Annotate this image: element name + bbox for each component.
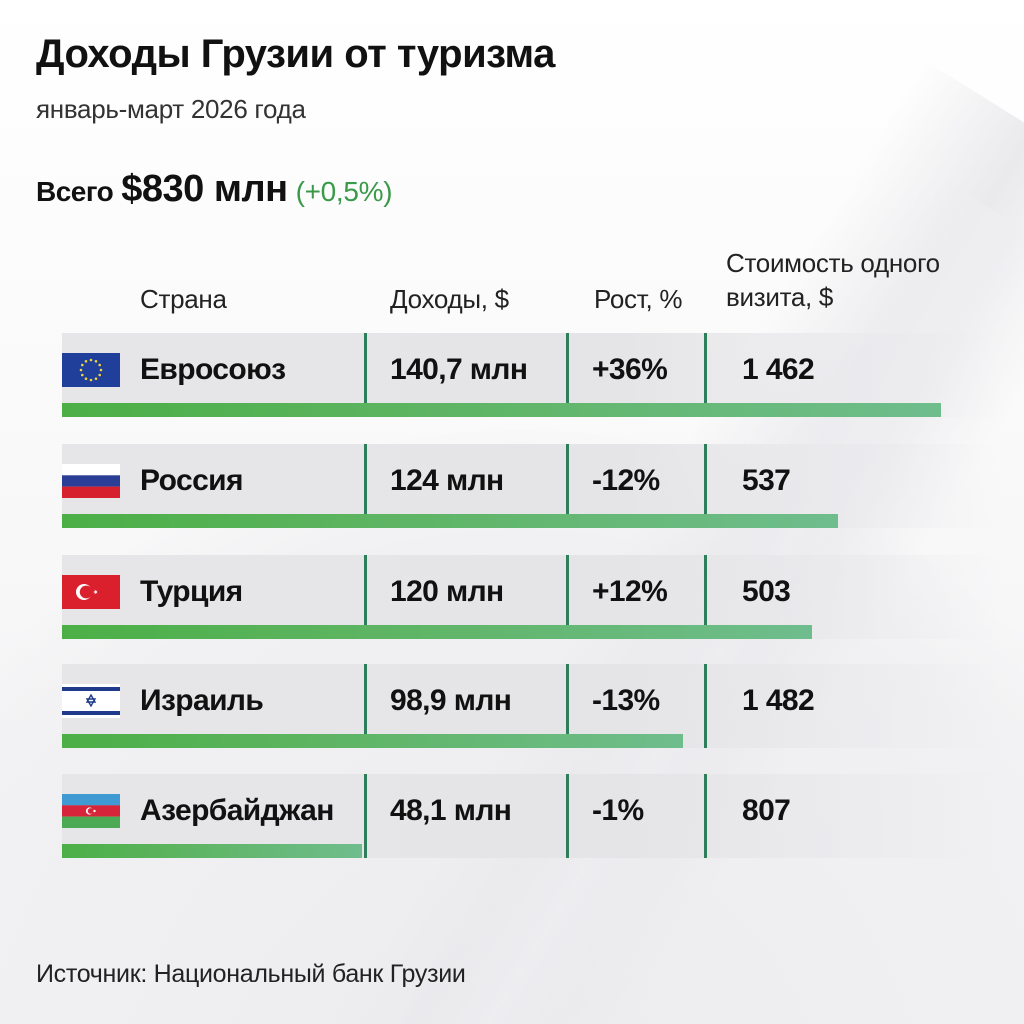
growth-value: -12% <box>592 464 660 497</box>
turkey-flag-icon <box>62 575 120 609</box>
column-divider <box>364 664 367 748</box>
column-divider <box>704 333 707 417</box>
country-name: Евросоюз <box>140 353 286 386</box>
country-name: Турция <box>140 575 243 608</box>
total-summary: Всего $830 млн (+0,5%) <box>36 168 393 211</box>
table-row: Россия 124 млн -12% 537 <box>62 444 1024 556</box>
page-title: Доходы Грузии от туризма <box>36 32 555 76</box>
total-value: $830 млн <box>121 168 288 210</box>
income-bar <box>62 403 941 417</box>
column-divider <box>364 444 367 528</box>
source-note: Источник: Национальный банк Грузии <box>36 960 466 988</box>
page-subtitle: январь-март 2026 года <box>36 94 306 124</box>
column-divider <box>566 333 569 417</box>
visit-cost-value: 503 <box>742 575 791 608</box>
growth-value: +36% <box>592 353 668 386</box>
visit-cost-value: 1 462 <box>742 353 815 386</box>
column-header-growth: Рост, % <box>594 284 683 314</box>
column-divider <box>566 444 569 528</box>
column-header-cost: Стоимость одного визита, $ <box>726 246 940 314</box>
column-divider <box>364 333 367 417</box>
total-change: (+0,5%) <box>295 176 393 207</box>
column-divider <box>704 555 707 639</box>
income-bar <box>62 734 683 748</box>
visit-cost-value: 1 482 <box>742 684 815 717</box>
income-value: 98,9 млн <box>390 684 512 717</box>
israel-flag-icon <box>62 684 120 718</box>
income-value: 120 млн <box>390 575 504 608</box>
country-name: Россия <box>140 464 244 497</box>
visit-cost-value: 807 <box>742 794 791 827</box>
income-value: 124 млн <box>390 464 504 497</box>
income-bar <box>62 625 812 639</box>
table-row: Турция 120 млн +12% 503 <box>62 555 1024 667</box>
table-row: Израиль 98,9 млн -13% 1 482 <box>62 664 1024 776</box>
income-bar <box>62 514 838 528</box>
column-header-cost-line1: Стоимость одного <box>726 248 940 278</box>
column-divider <box>704 774 707 858</box>
growth-value: -13% <box>592 684 660 717</box>
table-row: Азербайджан 48,1 млн -1% 807 <box>62 774 1024 886</box>
growth-value: +12% <box>592 575 668 608</box>
column-divider <box>566 774 569 858</box>
column-header-income: Доходы, $ <box>390 284 509 314</box>
growth-value: -1% <box>592 794 644 827</box>
column-divider <box>704 664 707 748</box>
column-divider <box>704 444 707 528</box>
income-value: 140,7 млн <box>390 353 528 386</box>
income-bar <box>62 844 362 858</box>
azerbaijan-flag-icon <box>62 794 120 828</box>
column-divider <box>364 774 367 858</box>
column-divider <box>364 555 367 639</box>
russia-flag-icon <box>62 464 120 498</box>
column-header-cost-line2: визита, $ <box>726 282 834 312</box>
income-value: 48,1 млн <box>390 794 512 827</box>
visit-cost-value: 537 <box>742 464 791 497</box>
column-divider <box>566 664 569 748</box>
country-name: Азербайджан <box>140 794 334 827</box>
eu-flag-icon <box>62 353 120 387</box>
country-name: Израиль <box>140 684 264 717</box>
table-row: Евросоюз 140,7 млн +36% 1 462 <box>62 333 1024 445</box>
column-header-country: Страна <box>140 284 227 314</box>
total-label: Всего <box>36 176 114 207</box>
column-divider <box>566 555 569 639</box>
